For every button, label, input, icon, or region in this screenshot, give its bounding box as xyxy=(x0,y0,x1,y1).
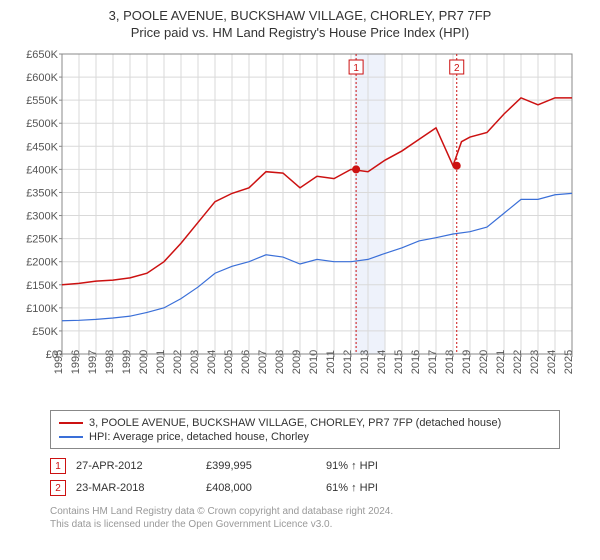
x-tick-label: 2013 xyxy=(359,350,371,374)
y-tick-label: £350K xyxy=(26,187,58,199)
y-tick-label: £600K xyxy=(26,72,58,84)
sale-marker-number: 1 xyxy=(353,63,359,74)
x-tick-label: 2018 xyxy=(444,350,456,374)
y-tick-label: £450K xyxy=(26,141,58,153)
shaded-band xyxy=(354,54,385,354)
x-tick-label: 2004 xyxy=(206,350,218,374)
legend-row: HPI: Average price, detached house, Chor… xyxy=(59,430,551,444)
legend-label: 3, POOLE AVENUE, BUCKSHAW VILLAGE, CHORL… xyxy=(89,417,501,429)
price-chart: £0£50K£100K£150K£200K£250K£300K£350K£400… xyxy=(14,48,586,402)
x-tick-label: 2016 xyxy=(410,350,422,374)
chart-svg: £0£50K£100K£150K£200K£250K£300K£350K£400… xyxy=(14,48,586,402)
x-tick-label: 2008 xyxy=(274,350,286,374)
y-tick-label: £100K xyxy=(26,303,58,315)
sale-marker-number: 2 xyxy=(454,63,460,74)
x-tick-label: 2025 xyxy=(563,350,575,374)
y-tick-label: £150K xyxy=(26,280,58,292)
x-tick-label: 1995 xyxy=(53,350,65,374)
y-tick-label: £550K xyxy=(26,95,58,107)
x-tick-label: 1996 xyxy=(70,350,82,374)
x-tick-label: 1997 xyxy=(87,350,99,374)
legend-swatch xyxy=(59,422,83,424)
legend-swatch xyxy=(59,436,83,438)
sale-row: 2 23-MAR-2018 £408,000 61% ↑ HPI xyxy=(50,477,560,499)
x-tick-label: 1998 xyxy=(104,350,116,374)
sale-marker-dot xyxy=(453,162,461,170)
title-block: 3, POOLE AVENUE, BUCKSHAW VILLAGE, CHORL… xyxy=(0,0,600,40)
x-tick-label: 2019 xyxy=(461,350,473,374)
sale-row-marker: 2 xyxy=(50,480,66,496)
x-tick-label: 2017 xyxy=(427,350,439,374)
x-tick-label: 2021 xyxy=(495,350,507,374)
x-tick-label: 2020 xyxy=(478,350,490,374)
sale-marker-dot xyxy=(352,165,360,173)
y-tick-label: £300K xyxy=(26,211,58,223)
x-tick-label: 2005 xyxy=(223,350,235,374)
x-tick-label: 2022 xyxy=(512,350,524,374)
x-tick-label: 2001 xyxy=(155,350,167,374)
legend-label: HPI: Average price, detached house, Chor… xyxy=(89,431,309,443)
y-tick-label: £400K xyxy=(26,164,58,176)
sale-price: £408,000 xyxy=(206,482,316,494)
x-tick-label: 2007 xyxy=(257,350,269,374)
legend: 3, POOLE AVENUE, BUCKSHAW VILLAGE, CHORL… xyxy=(50,410,560,449)
y-tick-label: £500K xyxy=(26,118,58,130)
sale-hpi: 61% ↑ HPI xyxy=(326,482,416,494)
y-tick-label: £50K xyxy=(32,326,58,338)
sale-date: 23-MAR-2018 xyxy=(76,482,196,494)
sale-date: 27-APR-2012 xyxy=(76,460,196,472)
sale-row-marker: 1 xyxy=(50,458,66,474)
x-tick-label: 2015 xyxy=(393,350,405,374)
sale-row: 1 27-APR-2012 £399,995 91% ↑ HPI xyxy=(50,455,560,477)
y-tick-label: £250K xyxy=(26,234,58,246)
x-tick-label: 1999 xyxy=(121,350,133,374)
footer-line-1: Contains HM Land Registry data © Crown c… xyxy=(50,505,560,518)
x-tick-label: 2023 xyxy=(529,350,541,374)
footer-line-2: This data is licensed under the Open Gov… xyxy=(50,518,560,531)
x-tick-label: 2006 xyxy=(240,350,252,374)
sale-price: £399,995 xyxy=(206,460,316,472)
x-tick-label: 2002 xyxy=(172,350,184,374)
x-tick-label: 2003 xyxy=(189,350,201,374)
x-tick-label: 2024 xyxy=(546,350,558,374)
page-title: 3, POOLE AVENUE, BUCKSHAW VILLAGE, CHORL… xyxy=(0,8,600,23)
page-subtitle: Price paid vs. HM Land Registry's House … xyxy=(0,25,600,40)
footer-attribution: Contains HM Land Registry data © Crown c… xyxy=(50,505,560,531)
x-tick-label: 2000 xyxy=(138,350,150,374)
legend-row: 3, POOLE AVENUE, BUCKSHAW VILLAGE, CHORL… xyxy=(59,416,551,430)
y-tick-label: £200K xyxy=(26,257,58,269)
x-tick-label: 2009 xyxy=(291,350,303,374)
sale-hpi: 91% ↑ HPI xyxy=(326,460,416,472)
x-tick-label: 2010 xyxy=(308,350,320,374)
sales-table: 1 27-APR-2012 £399,995 91% ↑ HPI 2 23-MAR-201… xyxy=(50,455,560,499)
x-tick-label: 2014 xyxy=(376,350,388,374)
x-tick-label: 2012 xyxy=(342,350,354,374)
y-tick-label: £650K xyxy=(26,49,58,61)
